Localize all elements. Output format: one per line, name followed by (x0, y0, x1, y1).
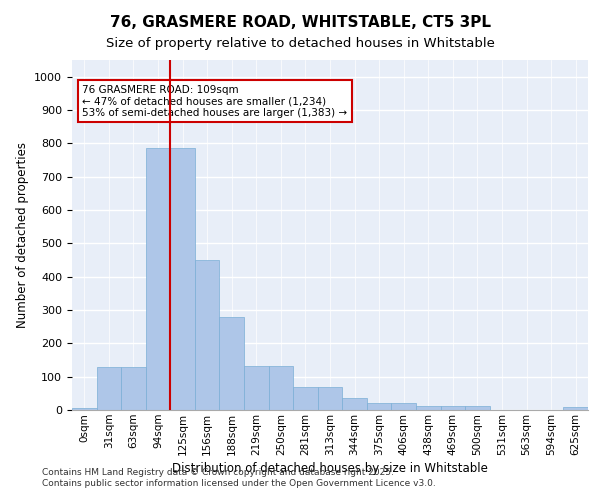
Bar (220, 316, 244, 410)
Bar (146, 148, 170, 410)
Bar (416, 406, 440, 410)
Bar (563, 408, 588, 410)
Bar (367, 402, 391, 410)
Y-axis label: Number of detached properties: Number of detached properties (16, 142, 29, 328)
Bar (440, 406, 465, 410)
Bar (269, 366, 293, 410)
Bar (121, 366, 146, 410)
Bar (391, 402, 416, 410)
X-axis label: Distribution of detached houses by size in Whitstable: Distribution of detached houses by size … (172, 462, 488, 475)
Bar (195, 260, 220, 410)
Bar (342, 398, 367, 410)
Bar (244, 366, 269, 410)
Text: 76 GRASMERE ROAD: 109sqm
← 47% of detached houses are smaller (1,234)
53% of sem: 76 GRASMERE ROAD: 109sqm ← 47% of detach… (82, 84, 347, 117)
Bar (465, 406, 490, 410)
Bar (318, 386, 342, 410)
Bar (170, 148, 195, 410)
Text: 76, GRASMERE ROAD, WHITSTABLE, CT5 3PL: 76, GRASMERE ROAD, WHITSTABLE, CT5 3PL (110, 15, 491, 30)
Bar (97, 366, 121, 410)
Text: Size of property relative to detached houses in Whitstable: Size of property relative to detached ho… (106, 38, 494, 51)
Bar (72, 408, 97, 410)
Bar (293, 386, 318, 410)
Text: Contains HM Land Registry data © Crown copyright and database right 2025.
Contai: Contains HM Land Registry data © Crown c… (42, 468, 436, 487)
